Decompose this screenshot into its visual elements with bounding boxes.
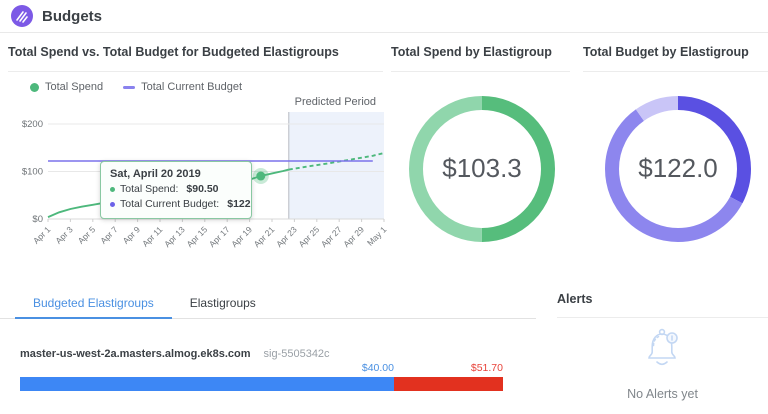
tooltip-row-budget: Total Current Budget: $122 [110, 197, 251, 212]
tooltip-value: $90.50 [186, 183, 219, 195]
chart-legend: Total Spend Total Current Budget [30, 81, 242, 93]
bell-icon [648, 328, 678, 366]
donut-segment [605, 96, 751, 242]
x-tick-label: Apr 21 [252, 224, 277, 249]
x-tick-label: May 1 [365, 224, 389, 248]
x-tick-label: Apr 11 [140, 224, 165, 249]
legend-label: Total Current Budget [141, 81, 242, 93]
spotinst-logo-icon[interactable] [10, 4, 34, 28]
x-tick-label: Apr 7 [98, 224, 120, 246]
budget-bar-fill [20, 377, 394, 391]
x-tick-label: Apr 13 [162, 224, 187, 249]
tooltip-label: Total Current Budget: [120, 198, 220, 210]
divider [583, 71, 768, 72]
highlight-marker [256, 171, 266, 181]
predicted-period-region [288, 112, 384, 219]
tooltip-title: Sat, April 20 2019 [110, 168, 201, 180]
x-tick-label: Apr 23 [274, 224, 299, 249]
legend-label: Total Spend [45, 81, 104, 93]
x-tick-label: Apr 27 [319, 224, 344, 249]
divider [557, 317, 768, 318]
total-budget-donut-chart[interactable] [598, 89, 758, 249]
predicted-period-label: Predicted Period [294, 96, 376, 108]
divider [8, 71, 383, 72]
total-spend-donut-chart[interactable] [402, 89, 562, 249]
y-tick-label: $200 [22, 119, 43, 130]
green-bullet-icon [110, 187, 115, 192]
total-spend-value: $103.3 [442, 153, 522, 183]
spend-amount-label: $51.70 [470, 362, 503, 374]
y-tick-label: $100 [22, 167, 43, 178]
purple-bullet-icon [110, 202, 115, 207]
x-tick-label: Apr 1 [31, 224, 53, 246]
x-tick-label: Apr 25 [296, 224, 321, 249]
budget-spend-bar[interactable] [20, 377, 503, 391]
legend-dot-icon [30, 82, 39, 92]
elastigroups-tabs: Budgeted Elastigroups Elastigroups [0, 290, 536, 319]
x-tick-label: Apr 17 [207, 224, 232, 249]
donut-segment [409, 96, 555, 242]
legend-total-spend[interactable]: Total Spend [30, 81, 103, 93]
x-tick-label: Apr 19 [229, 224, 254, 249]
legend-dash-icon [123, 85, 136, 89]
tab-budgeted-elastigroups[interactable]: Budgeted Elastigroups [15, 290, 172, 319]
tooltip-row-spend: Total Spend: $90.50 [110, 182, 242, 197]
x-tick-label: Apr 5 [76, 224, 98, 246]
total-spend-donut-title: Total Spend by Elastigroup [391, 45, 552, 59]
page-title: Budgets [42, 8, 102, 25]
alerts-title: Alerts [557, 292, 593, 306]
elastigroup-sig: sig-5505342c [263, 348, 330, 360]
total-budget-donut-title: Total Budget by Elastigroup [583, 45, 749, 59]
legend-total-current-budget[interactable]: Total Current Budget [123, 81, 242, 93]
chart-tooltip: Sat, April 20 2019 Total Spend: $90.50 T… [100, 161, 252, 219]
tooltip-value: $122 [227, 198, 251, 210]
no-alerts-text: No Alerts yet [627, 387, 698, 401]
tooltip-label: Total Spend: [120, 183, 179, 195]
budget-amount-label: $40.00 [361, 362, 394, 374]
x-tick-label: Apr 29 [341, 224, 366, 249]
elastigroup-row[interactable]: master-us-west-2a.masters.almog.ek8s.com… [20, 348, 330, 360]
divider [391, 71, 570, 72]
total-budget-value: $122.0 [638, 153, 718, 183]
x-tick-label: Apr 3 [53, 224, 75, 246]
header: Budgets [0, 0, 768, 33]
tab-elastigroups[interactable]: Elastigroups [189, 296, 256, 310]
overage-bar-fill [393, 377, 503, 391]
spend-vs-budget-title: Total Spend vs. Total Budget for Budgete… [8, 45, 339, 59]
x-tick-label: Apr 9 [121, 224, 143, 246]
donut-segment [605, 96, 751, 242]
x-tick-label: Apr 15 [184, 224, 209, 249]
elastigroup-name: master-us-west-2a.masters.almog.ek8s.com [20, 348, 251, 360]
y-tick-label: $0 [32, 214, 43, 225]
